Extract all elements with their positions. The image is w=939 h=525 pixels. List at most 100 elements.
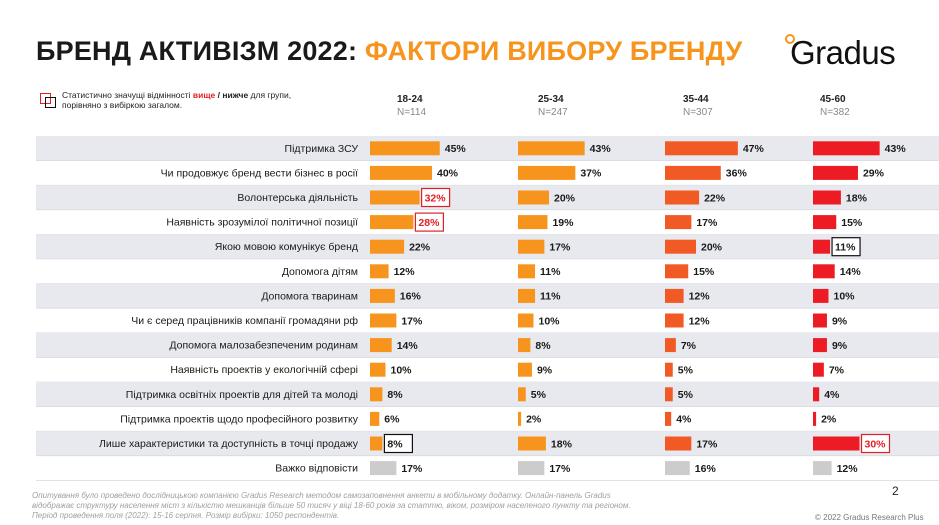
value-label: 17% bbox=[696, 438, 718, 450]
bar bbox=[370, 288, 395, 303]
legend-lower: нижче bbox=[222, 90, 249, 100]
value-label: 10% bbox=[834, 291, 856, 303]
category-label: Підтримка освітніх проектів для дітей та… bbox=[126, 389, 358, 401]
value-label: 8% bbox=[387, 438, 403, 450]
value-label: 5% bbox=[531, 389, 547, 401]
value-label: 10% bbox=[539, 315, 561, 327]
significance-box bbox=[831, 237, 861, 257]
column-n: N=307 bbox=[683, 107, 713, 118]
row-stripe bbox=[36, 136, 939, 161]
legend-black-square-icon bbox=[45, 97, 56, 108]
bar bbox=[370, 190, 420, 205]
category-label: Наявність зрозумілої політичної позиції bbox=[166, 217, 358, 229]
row-stripe bbox=[36, 332, 939, 358]
bar bbox=[813, 338, 827, 353]
value-label: 43% bbox=[885, 143, 907, 155]
bar bbox=[518, 461, 545, 476]
bar bbox=[813, 288, 829, 303]
page-title: БРЕНД АКТИВІЗМ 2022: ФАКТОРИ ВИБОРУ БРЕН… bbox=[36, 36, 742, 67]
value-label: 12% bbox=[394, 266, 416, 278]
category-label: Підтримка проектів щодо професійного роз… bbox=[120, 413, 359, 425]
value-label: 14% bbox=[397, 340, 419, 352]
footnote-line-1: Опитування було проведено дослідницькою … bbox=[32, 491, 611, 500]
bar bbox=[370, 264, 389, 279]
category-label: Допомога дітям bbox=[282, 266, 358, 278]
value-label: 17% bbox=[549, 463, 571, 475]
bar bbox=[518, 313, 534, 328]
column-age: 35-44 bbox=[683, 94, 709, 105]
value-label: 17% bbox=[401, 315, 423, 327]
significance-legend: Статистично значущі відмінності вище / н… bbox=[40, 90, 370, 120]
column-n: N=114 bbox=[397, 107, 427, 118]
value-label: 14% bbox=[840, 266, 862, 278]
value-label: 9% bbox=[832, 340, 848, 352]
category-label: Допомога тваринам bbox=[261, 290, 358, 302]
bar bbox=[370, 141, 440, 156]
column-header-45-60: 45-60 N=382 bbox=[820, 94, 850, 118]
value-label: 17% bbox=[696, 217, 718, 229]
title-accent: ФАКТОРИ ВИБОРУ БРЕНДУ bbox=[364, 36, 743, 66]
bar bbox=[518, 190, 549, 205]
value-label: 12% bbox=[689, 291, 711, 303]
significance-box bbox=[414, 212, 444, 232]
value-label: 4% bbox=[824, 389, 840, 401]
value-label: 8% bbox=[387, 389, 403, 401]
value-label: 37% bbox=[580, 168, 602, 180]
value-label: 12% bbox=[837, 463, 859, 475]
column-header-35-44: 35-44 N=307 bbox=[683, 94, 713, 118]
value-label: 8% bbox=[535, 340, 551, 352]
value-label: 4% bbox=[676, 414, 692, 426]
bar bbox=[518, 215, 548, 230]
value-label: 45% bbox=[445, 143, 467, 155]
value-label: 10% bbox=[391, 365, 413, 377]
category-label: Наявність проектів у екологічній сфері bbox=[170, 364, 358, 376]
legend-text: Статистично значущі відмінності вище / н… bbox=[62, 90, 291, 110]
column-n: N=247 bbox=[538, 107, 568, 118]
value-label: 15% bbox=[841, 217, 863, 229]
significance-box bbox=[421, 187, 451, 208]
bar bbox=[813, 387, 820, 402]
bar bbox=[518, 165, 576, 180]
value-label: 18% bbox=[551, 438, 573, 450]
bar bbox=[370, 461, 397, 476]
value-label: 18% bbox=[846, 192, 868, 204]
column-header-18-24: 18-24 N=114 bbox=[397, 94, 426, 118]
legend-text-a: Статистично значущі відмінності bbox=[62, 90, 193, 100]
value-label: 2% bbox=[821, 414, 837, 426]
category-label: Допомога малозабезпеченим родинам bbox=[169, 340, 358, 352]
bar bbox=[518, 436, 546, 451]
value-label: 22% bbox=[409, 242, 431, 254]
bar bbox=[665, 215, 692, 230]
value-label: 29% bbox=[863, 168, 885, 180]
bar bbox=[665, 338, 676, 353]
value-label: 22% bbox=[704, 192, 726, 204]
bar bbox=[813, 239, 831, 254]
value-label: 12% bbox=[689, 315, 711, 327]
value-label: 5% bbox=[678, 389, 694, 401]
value-label: 11% bbox=[835, 242, 856, 254]
bar bbox=[370, 411, 380, 426]
value-label: 17% bbox=[549, 242, 571, 254]
column-age: 45-60 bbox=[820, 94, 846, 105]
value-label: 15% bbox=[693, 266, 715, 278]
value-label: 20% bbox=[554, 192, 576, 204]
value-label: 16% bbox=[695, 463, 717, 475]
value-label: 9% bbox=[537, 365, 553, 377]
bar bbox=[665, 411, 672, 426]
value-label: 16% bbox=[400, 291, 422, 303]
legend-text-line2: порівняно з вибіркою загалом. bbox=[62, 100, 183, 110]
category-label: Важко відповісти bbox=[275, 463, 358, 475]
row-stripe bbox=[36, 234, 939, 259]
category-label: Якою мовою комунікує бренд bbox=[215, 241, 358, 253]
bar bbox=[665, 362, 673, 377]
copyright: © 2022 Gradus Research Plus bbox=[815, 513, 924, 522]
category-label: Чи є серед працівників компанії громадян… bbox=[131, 315, 358, 327]
bar bbox=[813, 264, 835, 279]
bar bbox=[518, 239, 545, 254]
column-age: 18-24 bbox=[397, 94, 423, 105]
page-number: 2 bbox=[892, 484, 899, 498]
column-age: 25-34 bbox=[538, 94, 564, 105]
row-stripe bbox=[36, 382, 939, 407]
value-label: 20% bbox=[701, 242, 723, 254]
